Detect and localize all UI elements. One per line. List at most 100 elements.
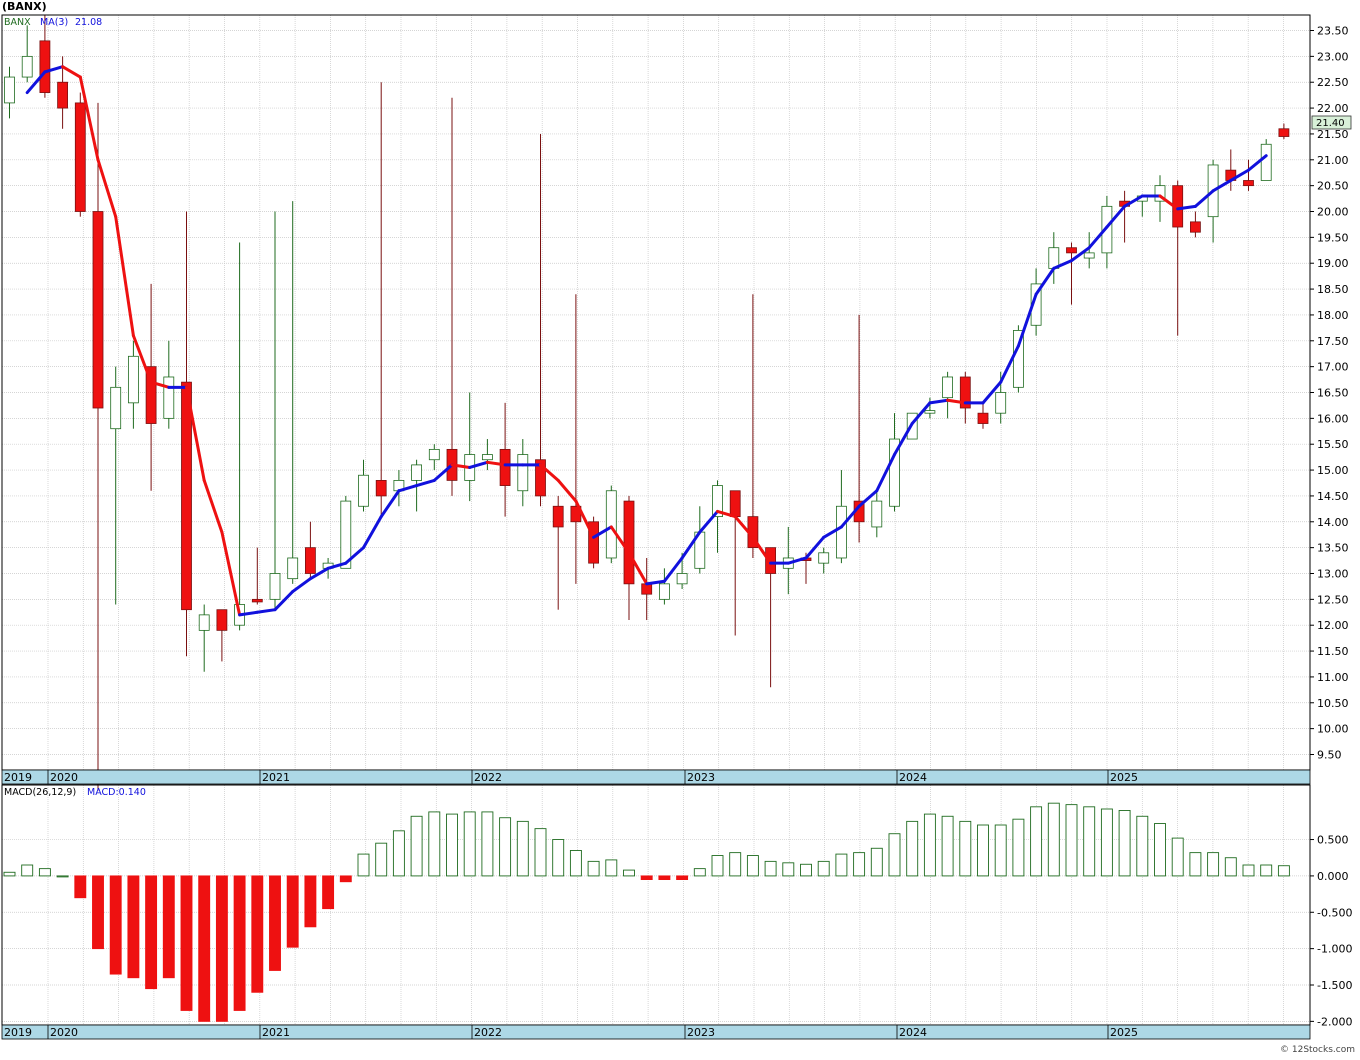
ma-segment xyxy=(875,453,896,493)
ma-segment xyxy=(468,460,489,469)
candle xyxy=(287,201,299,584)
candlestick-series xyxy=(4,15,1290,791)
candle xyxy=(1260,139,1272,181)
macd-bar xyxy=(1083,806,1096,877)
macd-tick-label: -0.500 xyxy=(1317,906,1352,919)
macd-bar xyxy=(888,833,901,877)
candle-body xyxy=(641,583,653,595)
macd-tick-label: 0.000 xyxy=(1317,870,1349,883)
candle-body xyxy=(871,500,883,528)
candle xyxy=(110,366,122,605)
price-tick-label: 19.00 xyxy=(1317,257,1349,270)
date-tick-label: 2023 xyxy=(687,771,715,784)
macd-bar xyxy=(463,811,476,877)
candle xyxy=(535,133,546,507)
macd-bar xyxy=(640,875,653,880)
candle-body xyxy=(181,381,192,611)
candle-body xyxy=(1154,185,1166,202)
ma-segment xyxy=(291,577,312,594)
candle-body xyxy=(1083,252,1095,259)
macd-bar xyxy=(410,815,423,877)
candle xyxy=(92,102,104,791)
macd-bar xyxy=(1242,864,1255,877)
candle xyxy=(924,397,936,419)
macd-bar xyxy=(782,862,795,877)
ma-segment xyxy=(255,608,277,614)
ma-segment xyxy=(415,478,436,488)
ma-segment xyxy=(344,546,365,565)
ma-segment xyxy=(680,530,702,560)
ma-segment xyxy=(822,525,843,539)
ma-segment xyxy=(362,515,383,550)
candle xyxy=(499,402,511,517)
candle-body xyxy=(251,598,263,603)
ma-segment xyxy=(61,65,82,79)
watermark: © 12Stocks.com xyxy=(1280,1045,1355,1055)
candle xyxy=(588,516,599,569)
candle xyxy=(481,439,493,471)
candle xyxy=(127,340,139,429)
candle-body xyxy=(411,464,423,481)
macd-bar xyxy=(215,875,228,1022)
macd-bar xyxy=(587,860,600,877)
ma-segment xyxy=(645,579,666,586)
macd-bar xyxy=(1189,852,1202,877)
date-tick-label: 2024 xyxy=(899,771,927,784)
price-tick-label: 15.00 xyxy=(1317,464,1349,477)
ma-segment xyxy=(574,499,596,539)
candle-body xyxy=(499,448,511,486)
macd-bar xyxy=(746,855,759,877)
macd-bar xyxy=(923,813,936,877)
candle-body xyxy=(358,474,369,507)
ma-segment xyxy=(1158,194,1180,211)
candle xyxy=(889,413,900,512)
legend-symbol: BANX xyxy=(4,17,31,28)
candle-body xyxy=(216,609,228,631)
macd-bar xyxy=(1136,815,1149,877)
candle xyxy=(1278,123,1290,140)
candle-body xyxy=(127,355,139,404)
macd-bar xyxy=(941,815,954,877)
candle-body xyxy=(198,614,210,631)
ma-segment xyxy=(946,398,967,405)
macd-date-tick-label: 2024 xyxy=(899,1026,927,1039)
candle-body xyxy=(659,583,670,600)
ma-segment xyxy=(485,460,507,467)
macd-bar xyxy=(605,859,618,877)
candle xyxy=(269,211,281,610)
ma-segment xyxy=(432,463,454,482)
candle-body xyxy=(145,366,157,424)
price-tick-label: 17.00 xyxy=(1317,361,1349,374)
macd-date-tick-label: 2021 xyxy=(262,1026,290,1039)
macd-bar xyxy=(534,828,547,877)
ma-segment xyxy=(716,509,737,519)
macd-axis: 0.500 0.000 -0.500 -1.000 -1.500 -2.000 xyxy=(1310,834,1352,1028)
candle xyxy=(1101,195,1113,269)
candle-body xyxy=(1278,128,1290,137)
ma-segment xyxy=(1123,194,1144,208)
candle-body xyxy=(959,376,971,409)
ma-segment xyxy=(25,70,47,95)
ma-segment xyxy=(238,610,259,617)
ma-segment xyxy=(78,75,100,162)
candle-body xyxy=(836,505,847,559)
candle xyxy=(21,25,33,83)
candle xyxy=(977,402,989,429)
ma-segment xyxy=(1087,225,1109,250)
ma-segment xyxy=(1052,259,1073,270)
macd-bar xyxy=(764,860,777,877)
candle xyxy=(942,371,953,419)
price-tick-label: 10.50 xyxy=(1317,697,1349,710)
candle-body xyxy=(588,521,599,564)
ma-segment xyxy=(556,478,578,503)
candle-body xyxy=(889,438,900,507)
candle xyxy=(1243,159,1254,191)
date-tick-label: 2021 xyxy=(262,771,290,784)
macd-bar xyxy=(233,875,246,1011)
ma-segment xyxy=(804,535,826,560)
candle-body xyxy=(287,557,299,580)
macd-bar xyxy=(1118,810,1131,877)
macd-bar xyxy=(322,875,335,910)
